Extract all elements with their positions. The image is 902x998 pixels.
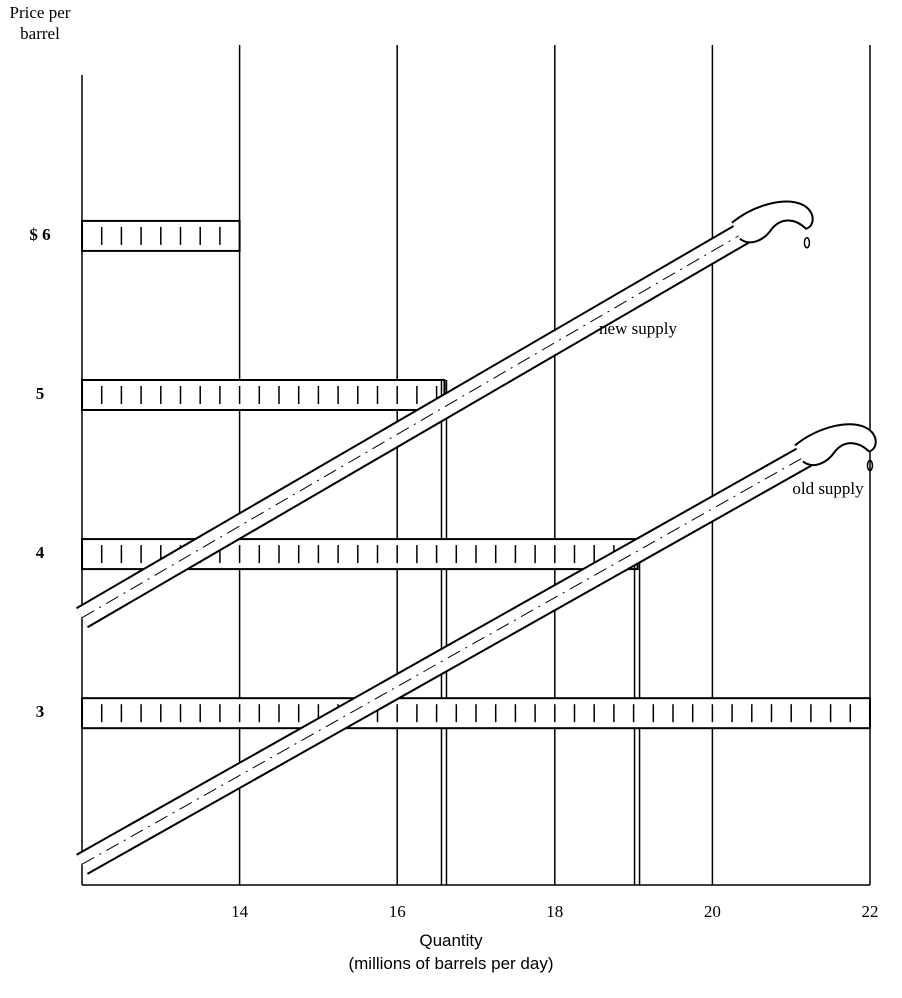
chart: 14 16 18 20 22 $ 6 5 4 3 [0,0,902,998]
y-tick-label: $ 6 [29,225,50,244]
series-label: new supply [598,318,678,339]
fence [82,380,444,410]
y-tick-label: 4 [36,543,45,562]
y-axis-label: Price per barrel [0,2,80,44]
x-tick-label: 20 [704,902,721,921]
x-tick-label: 14 [231,902,249,921]
cane-handle [732,201,813,242]
cane-handle [795,424,876,465]
x-tick-label: 22 [862,902,879,921]
page: 14 16 18 20 22 $ 6 5 4 3 Price per barrel new su… [0,0,902,998]
y-tick-label: 3 [36,702,45,721]
x-axis-label: (millions of barrels per day) [226,953,676,974]
cane-tip [804,238,809,248]
x-axis-label: Quantity [276,930,626,951]
y-tick-label: 5 [36,384,45,403]
x-tick-label: 16 [389,902,406,921]
series-label: old supply [788,478,868,499]
x-tick-label: 18 [546,902,563,921]
